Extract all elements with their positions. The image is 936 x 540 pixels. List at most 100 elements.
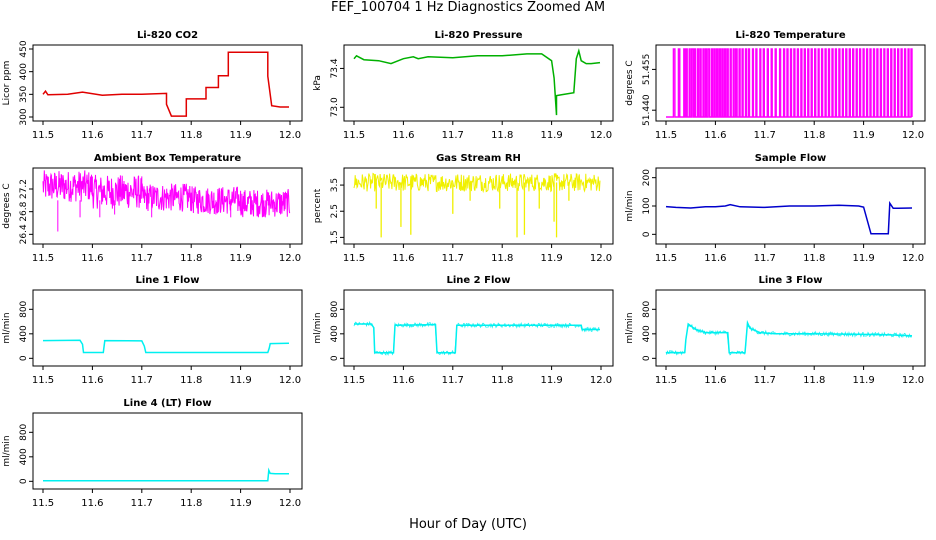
x-tick-label: 11.9 xyxy=(540,375,562,386)
plot-area xyxy=(353,48,601,116)
y-tick-label: 400 xyxy=(19,325,29,342)
y-axis-label: ml/min xyxy=(313,312,323,343)
x-tick-label: 11.7 xyxy=(131,253,153,264)
y-tick-label: 51.440 xyxy=(642,94,652,126)
y-axis-label: ml/min xyxy=(2,312,12,343)
y-tick-label: 0 xyxy=(330,355,340,361)
x-tick-label: 11.5 xyxy=(32,498,54,509)
plot-area xyxy=(665,319,913,356)
x-tick-label: 11.6 xyxy=(81,130,103,141)
plot-frame xyxy=(32,167,303,245)
y-tick-label: 400 xyxy=(19,448,29,465)
y-axis-label: ml/min xyxy=(625,190,635,221)
y-tick-label: 0 xyxy=(19,478,29,484)
y-tick-label: 800 xyxy=(642,300,652,317)
panel-6: Sample Flow ml/min 11.5 11.6 11.7 11.8 11.9 12.… xyxy=(625,153,926,264)
x-tick-label: 11.7 xyxy=(754,130,776,141)
x-tick-label: 11.6 xyxy=(704,130,726,141)
x-tick-label: 11.8 xyxy=(803,253,825,264)
x-tick-label: 12.0 xyxy=(279,253,301,264)
x-tick-label: 11.9 xyxy=(229,130,251,141)
x-tick-label: 11.6 xyxy=(392,253,414,264)
y-tick-label: 300 xyxy=(19,108,29,125)
x-tick-label: 12.0 xyxy=(902,375,924,386)
panel-7: Line 1 Flow ml/min 11.5 11.6 11.7 11.8 11.9 12.… xyxy=(2,275,303,386)
y-axis-label: percent xyxy=(313,188,323,223)
x-tick-label: 11.9 xyxy=(229,253,251,264)
x-tick-label: 11.7 xyxy=(754,253,776,264)
y-tick-label: 0 xyxy=(642,231,652,237)
x-tick-label: 11.8 xyxy=(491,253,513,264)
panel-title: Line 4 (LT) Flow xyxy=(123,398,211,409)
panel-3: Li-820 Temperature degrees C 11.5 11.6 11.7 1… xyxy=(625,30,926,141)
data-noise xyxy=(665,321,912,356)
y-tick-label: 200 xyxy=(642,169,652,186)
x-tick-label: 11.5 xyxy=(32,253,54,264)
plot-frame xyxy=(343,289,614,367)
x-tick-label: 12.0 xyxy=(902,253,924,264)
x-tick-label: 11.5 xyxy=(343,130,365,141)
plot-frame xyxy=(655,289,926,367)
x-tick-label: 11.9 xyxy=(229,498,251,509)
y-tick-label: 350 xyxy=(19,85,29,102)
x-tick-label: 11.5 xyxy=(655,130,677,141)
x-tick-label: 11.7 xyxy=(442,130,464,141)
panel-title: Li-820 Pressure xyxy=(434,30,522,41)
panel-title: Li-820 Temperature xyxy=(735,30,845,41)
plot-area xyxy=(353,172,601,238)
x-tick-label: 11.7 xyxy=(131,498,153,509)
data-line xyxy=(353,172,601,194)
plot-area xyxy=(43,467,289,482)
panel-title: Gas Stream RH xyxy=(436,153,521,164)
x-tick-label: 11.7 xyxy=(442,253,464,264)
panel-title: Line 1 Flow xyxy=(136,275,200,286)
x-tick-label: 11.5 xyxy=(655,375,677,386)
panel-title: Ambient Box Temperature xyxy=(94,153,241,164)
y-tick-label: 400 xyxy=(19,63,29,80)
x-tick-label: 11.6 xyxy=(81,253,103,264)
data-line xyxy=(42,51,289,117)
panel-4: Ambient Box Temperature degrees C 11.5 11.6… xyxy=(2,153,303,264)
figure-title: FEF_100704 1 Hz Diagnostics Zoomed AM xyxy=(330,0,606,15)
x-tick-label: 12.0 xyxy=(590,130,612,141)
x-tick-label: 11.8 xyxy=(180,130,202,141)
x-tick-label: 11.6 xyxy=(704,375,726,386)
x-tick-label: 11.6 xyxy=(392,375,414,386)
panel-title: Line 2 Flow xyxy=(447,275,511,286)
y-axis-label: ml/min xyxy=(625,312,635,343)
x-tick-label: 11.9 xyxy=(852,253,874,264)
x-tick-label: 11.5 xyxy=(32,375,54,386)
data-line xyxy=(666,48,913,118)
y-tick-label: 800 xyxy=(19,423,29,440)
panel-10: Line 4 (LT) Flow ml/min 11.5 11.6 11.7 11.8 11… xyxy=(2,398,303,509)
panel-title: Sample Flow xyxy=(755,153,827,164)
y-tick-label: 26.4 xyxy=(19,224,29,244)
x-tick-label: 12.0 xyxy=(902,130,924,141)
y-tick-label: 2.5 xyxy=(330,204,340,218)
plot-area xyxy=(666,48,913,118)
x-tick-label: 11.9 xyxy=(540,253,562,264)
x-tick-label: 11.9 xyxy=(540,130,562,141)
y-axis-label: kPa xyxy=(313,75,323,91)
panel-5: Gas Stream RH percent 11.5 11.6 11.7 11.8 11.9… xyxy=(313,153,614,264)
x-tick-label: 11.9 xyxy=(229,375,251,386)
panel-1: Li-820 CO2 Licor ppm 11.5 11.6 11.7 11.8 11.9 1… xyxy=(2,30,303,141)
x-tick-label: 11.5 xyxy=(655,253,677,264)
y-tick-label: 400 xyxy=(330,325,340,342)
y-axis-label: degrees C xyxy=(2,183,12,228)
x-tick-label: 11.6 xyxy=(81,498,103,509)
y-tick-label: 51.455 xyxy=(642,54,652,86)
x-tick-label: 11.8 xyxy=(491,375,513,386)
plot-area xyxy=(42,170,291,232)
data-line xyxy=(354,323,600,354)
x-tick-label: 11.8 xyxy=(803,130,825,141)
x-tick-label: 11.6 xyxy=(704,253,726,264)
x-tick-label: 12.0 xyxy=(279,130,301,141)
y-axis-label: degrees C xyxy=(625,60,635,105)
x-tick-label: 11.7 xyxy=(442,375,464,386)
y-tick-label: 400 xyxy=(642,325,652,342)
x-tick-label: 11.8 xyxy=(180,253,202,264)
panel-2: Li-820 Pressure kPa 11.5 11.6 11.7 11.8 11.9 12… xyxy=(313,30,614,141)
x-tick-label: 11.8 xyxy=(803,375,825,386)
plot-frame xyxy=(343,44,614,122)
